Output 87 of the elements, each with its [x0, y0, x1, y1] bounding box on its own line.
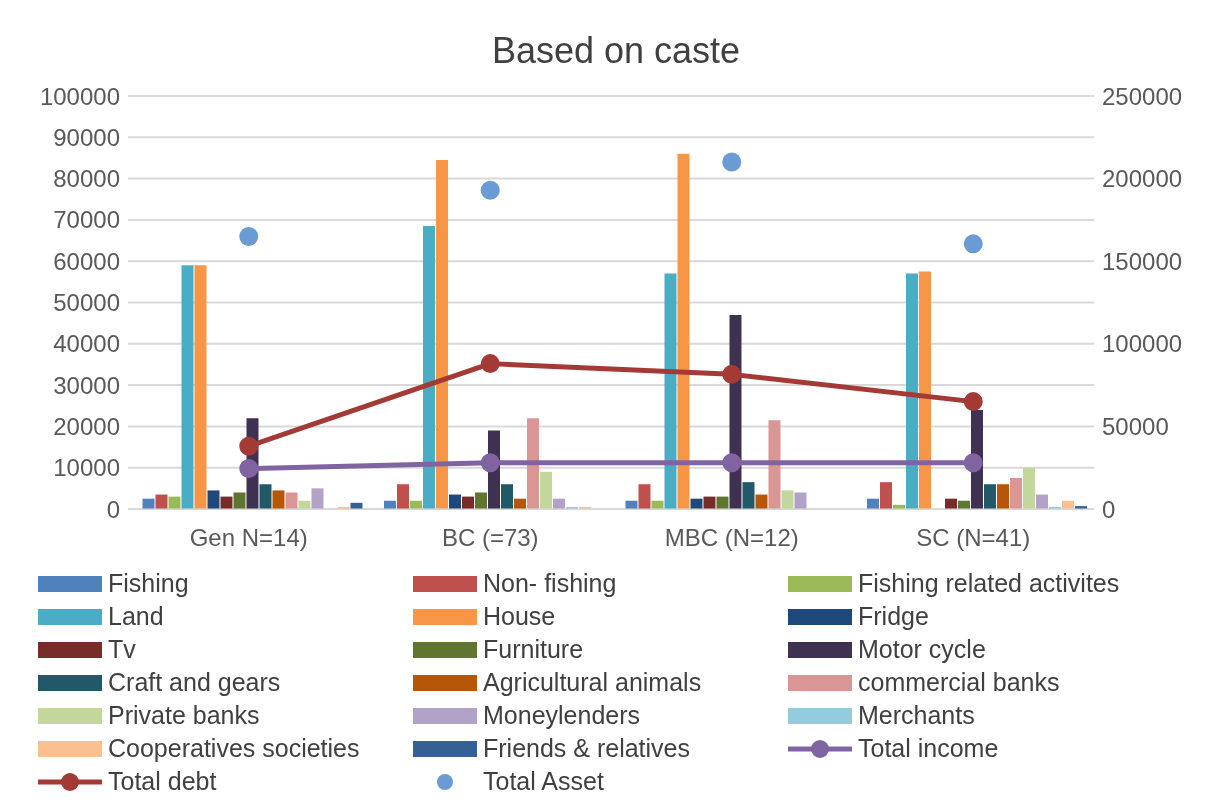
bar: [768, 420, 781, 509]
bar: [879, 482, 892, 509]
bar: [755, 494, 768, 509]
bar: [272, 490, 285, 509]
point: [722, 152, 742, 172]
point: [963, 392, 983, 412]
legend-label: Agricultural animals: [483, 668, 702, 697]
point: [239, 226, 259, 246]
legend-label: Craft and gears: [108, 668, 281, 697]
bar: [396, 484, 409, 509]
point: [239, 436, 259, 456]
y-tick-label: 20000: [53, 412, 120, 440]
bar: [526, 418, 539, 509]
legend-label: Private banks: [108, 701, 260, 730]
bar: [207, 490, 220, 509]
legend-label: Motor cycle: [858, 635, 986, 664]
bar: [539, 471, 552, 509]
bar: [311, 488, 324, 509]
x-tick-label: MBC (N=12): [664, 524, 799, 552]
legend-label: Cooperatives societies: [108, 734, 360, 763]
y-tick-label: 80000: [53, 165, 120, 193]
legend-label: Moneylenders: [483, 701, 641, 730]
bar: [794, 492, 807, 509]
y-tick-label: 100000: [39, 82, 120, 110]
y2-tick-label: 250000: [1102, 82, 1183, 110]
y2-tick-label: 100000: [1102, 330, 1183, 358]
bar: [181, 265, 194, 509]
point: [480, 180, 500, 200]
y-tick-label: 70000: [53, 206, 120, 234]
point: [722, 453, 742, 473]
bar: [918, 271, 931, 509]
bar: [448, 494, 461, 509]
y2-tick-label: 200000: [1102, 165, 1183, 193]
y-tick-label: 60000: [53, 247, 120, 275]
y2-tick-label: 50000: [1102, 412, 1169, 440]
bar: [1009, 478, 1022, 509]
legend-label: Tv: [108, 635, 136, 664]
x-tick-label: Gen N=14): [189, 524, 308, 552]
x-tick-label: SC (N=41): [916, 524, 1031, 552]
bar: [677, 153, 690, 509]
bar: [500, 484, 513, 509]
bar: [664, 273, 677, 509]
bar: [285, 492, 298, 509]
y2-tick-label: 150000: [1102, 247, 1183, 275]
legend-label: Fishing: [108, 569, 189, 598]
legend-label: Merchants: [858, 701, 975, 730]
bar: [781, 490, 794, 509]
y-tick-label: 0: [106, 495, 120, 523]
legend-label: Fridge: [858, 602, 929, 631]
x-tick-label: BC (=73): [441, 524, 539, 552]
point: [963, 234, 983, 254]
chart-title: Based on caste: [491, 30, 741, 71]
bar: [1035, 494, 1048, 509]
legend-label: Non- fishing: [483, 569, 617, 598]
point: [722, 364, 742, 384]
bar: [905, 273, 918, 509]
legend-label: House: [483, 602, 556, 631]
bar: [1022, 467, 1035, 509]
bar: [155, 494, 168, 509]
point: [963, 453, 983, 473]
y2-tick-label: 0: [1102, 495, 1116, 523]
legend-label: Total debt: [108, 767, 217, 796]
bar: [422, 226, 435, 509]
legend-label: Fishing related activites: [858, 569, 1120, 598]
y-tick-label: 10000: [53, 454, 120, 482]
y-tick-label: 50000: [53, 289, 120, 317]
bar: [474, 492, 487, 509]
bar: [259, 484, 272, 509]
bar: [233, 492, 246, 509]
y-tick-label: 30000: [53, 371, 120, 399]
point: [239, 459, 259, 479]
bar: [638, 484, 651, 509]
bar: [435, 160, 448, 509]
point: [480, 354, 500, 374]
legend-label: Land: [108, 602, 164, 631]
point: [480, 453, 500, 473]
legend-label: Total Asset: [483, 767, 604, 796]
bar: [996, 484, 1009, 509]
y-tick-label: 90000: [53, 123, 120, 151]
legend-label: Friends & relatives: [483, 734, 691, 763]
bar: [983, 484, 996, 509]
legend-label: commercial banks: [858, 668, 1060, 697]
bar: [194, 265, 207, 509]
y-tick-label: 40000: [53, 330, 120, 358]
bar: [742, 482, 755, 509]
legend-label: Total income: [858, 734, 999, 763]
legend-label: Furniture: [483, 635, 584, 664]
